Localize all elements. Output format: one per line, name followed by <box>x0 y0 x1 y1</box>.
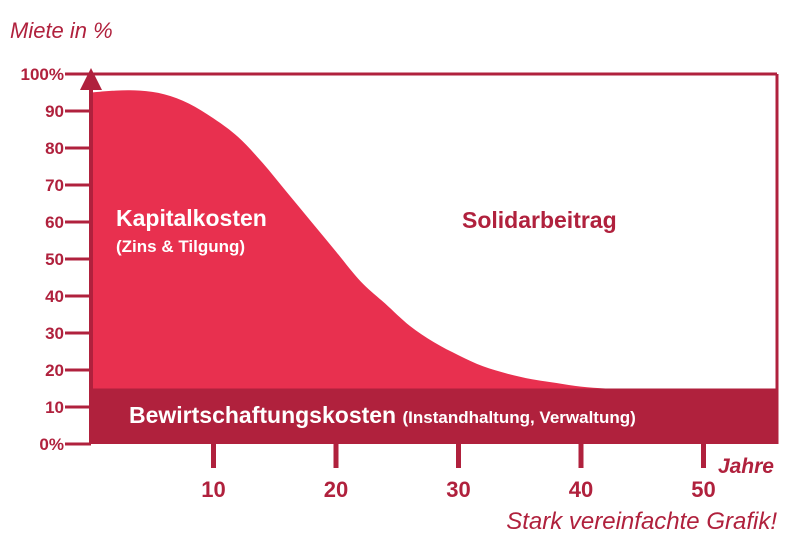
x-tick-label: 20 <box>324 477 348 502</box>
label-kapitalkosten-note: (Zins & Tilgung) <box>116 237 245 256</box>
y-tick-label: 20 <box>45 361 64 380</box>
x-tick-label: 50 <box>691 477 715 502</box>
y-axis-title: Miete in % <box>10 18 113 43</box>
y-tick-label: 40 <box>45 287 64 306</box>
y-tick-label: 50 <box>45 250 64 269</box>
chart-note: Stark vereinfachte Grafik! <box>506 508 777 535</box>
label-bewirtschaftungskosten-note: (Instandhaltung, Verwaltung) <box>403 408 636 427</box>
x-tick-label: 10 <box>201 477 225 502</box>
y-tick-label: 10 <box>45 398 64 417</box>
y-tick-label: 30 <box>45 324 64 343</box>
x-tick-label: 40 <box>569 477 593 502</box>
y-tick-label: 100% <box>21 65 64 84</box>
area-bewirtschaftungskosten <box>91 388 777 444</box>
y-tick-label: 70 <box>45 176 64 195</box>
y-tick-label: 90 <box>45 102 64 121</box>
area-kapitalkosten <box>91 90 777 389</box>
y-tick-label: 60 <box>45 213 64 232</box>
label-bewirtschaftungskosten: Bewirtschaftungskosten (Instandhaltung, … <box>129 402 636 428</box>
x-axis-title: Jahre <box>718 455 774 478</box>
x-tick-label: 30 <box>446 477 470 502</box>
y-tick-label: 80 <box>45 139 64 158</box>
y-tick-label: 0% <box>39 435 64 454</box>
label-kapitalkosten: Kapitalkosten <box>116 205 267 231</box>
y-axis-arrow <box>80 68 102 90</box>
label-solidarbeitrag: Solidarbeitrag <box>462 207 617 233</box>
